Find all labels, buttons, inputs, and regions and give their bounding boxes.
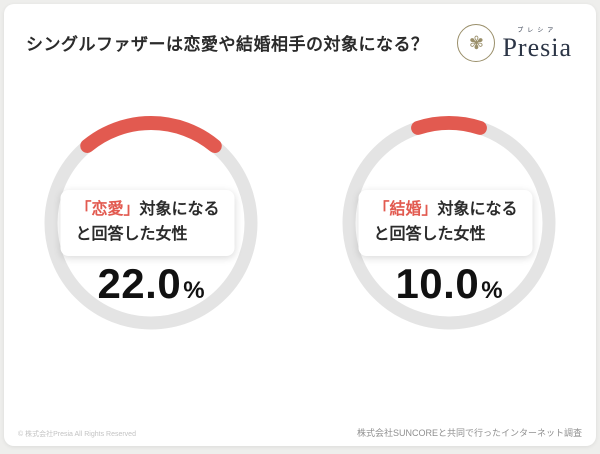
chart-value-marriage: 10.0% [323,260,575,308]
presia-logo: ✾ プレシア Presia [457,24,572,62]
infographic-card: シングルファザーは恋愛や結婚相手の対象になる？ ✾ プレシア Presia 「恋… [4,4,596,446]
logo-text: プレシア Presia [502,25,572,61]
copyright-text: © 株式会社Presia All Rights Reserved [18,431,136,438]
logo-wordmark: Presia [502,33,572,62]
chart-value-love: 22.0% [25,260,277,308]
label-highlight: 「結婚」 [373,201,438,218]
label-line2: と回答した女性 [373,225,486,243]
label-highlight: 「恋愛」 [75,201,140,218]
flower-emblem-icon: ✾ [457,24,496,62]
chart-label-marriage: 「結婚」対象になる と回答した女性 [358,190,533,256]
charts-row: 「恋愛」対象になる と回答した女性 22.0% 「結婚」対象になる と回答した女… [4,110,596,362]
label-line1: 「結婚」対象になる [374,198,518,223]
label-rest: 対象になる [139,201,220,218]
page-title: シングルファザーは恋愛や結婚相手の対象になる？ [26,35,429,54]
logo-subtext: プレシア [517,28,558,34]
label-line2: と回答した女性 [75,225,188,243]
value-number: 10.0 [395,260,480,307]
header: シングルファザーは恋愛や結婚相手の対象になる？ ✾ プレシア Presia [4,4,596,62]
survey-source-text: 株式会社SUNCOREと共同で行ったインターネット調査 [356,428,582,438]
donut-arc-love [43,115,258,330]
donut-svg-marriage [342,116,556,330]
value-unit: % [183,277,205,304]
label-line1: 「恋愛」対象になる [76,198,220,223]
value-number: 22.0 [97,260,182,307]
chart-label-love: 「恋愛」対象になる と回答した女性 [60,190,235,256]
donut-arc-marriage [342,116,556,330]
label-rest: 対象になる [437,201,518,218]
donut-chart-marriage: 「結婚」対象になる と回答した女性 10.0% [323,110,575,362]
donut-chart-love: 「恋愛」対象になる と回答した女性 22.0% [25,110,277,362]
value-unit: % [481,277,503,304]
donut-svg-love [43,115,258,330]
